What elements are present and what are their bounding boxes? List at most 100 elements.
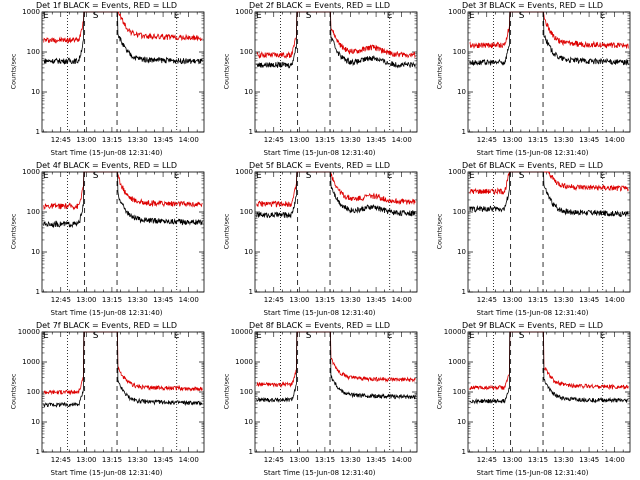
event-rate-series — [256, 11, 416, 69]
panel-title: Det 7f BLACK = Events, RED = LLD — [35, 321, 178, 330]
y-tick-label: 1 — [461, 128, 466, 136]
y-tick-label: 100 — [26, 48, 40, 56]
interval-marker: E — [386, 171, 393, 181]
x-tick-label: 13:45 — [366, 456, 387, 464]
interval-marker: S — [92, 331, 99, 341]
x-tick-label: 13:45 — [366, 296, 387, 304]
x-tick-label: 13:30 — [127, 456, 148, 464]
x-tick-label: 13:30 — [340, 136, 361, 144]
x-tick-label: 13:00 — [76, 296, 97, 304]
event-rate-series — [43, 11, 203, 65]
detector-panel: 1 10 100 1000 12:45 13:00 13:15 13:30 13:45 14:00… — [0, 160, 213, 320]
event-rate-series — [469, 11, 629, 67]
y-tick-label: 100 — [239, 48, 253, 56]
y-tick-label: 1 — [248, 128, 253, 136]
x-axis-title: Start Time (15-Jun-08 12:31:40) — [50, 309, 163, 317]
y-tick-label: 1000 — [22, 8, 40, 16]
interval-marker: E — [256, 171, 262, 181]
interval-marker: E — [256, 331, 262, 341]
x-tick-label: 13:15 — [314, 296, 336, 304]
y-tick-label: 10 — [244, 248, 253, 256]
x-tick-label: 12:45 — [476, 456, 497, 464]
x-tick-label: 13:15 — [527, 136, 549, 144]
x-tick-label: 14:00 — [391, 296, 412, 304]
x-tick-label: 12:45 — [263, 296, 284, 304]
detector-panel: 1 10 100 1000 12:45 13:00 13:15 13:30 13:45 14:00… — [426, 160, 639, 320]
y-tick-label: 10000 — [230, 328, 253, 336]
plot-canvas — [41, 331, 205, 453]
x-tick-label: 14:00 — [604, 456, 625, 464]
detector-panel: 1 10 100 1000 10000 12:45 13:00 13:15 13:30 13:45… — [0, 320, 213, 480]
x-axis-title: Start Time (15-Jun-08 12:31:40) — [263, 149, 376, 157]
detector-panel: 1 10 100 1000 12:45 13:00 13:15 13:30 13:45 14:00… — [0, 0, 213, 160]
plot-canvas — [254, 171, 418, 293]
y-tick-label: 100 — [452, 388, 466, 396]
x-tick-label: 13:15 — [101, 296, 123, 304]
panel-title: Det 2f BLACK = Events, RED = LLD — [248, 1, 391, 10]
x-axis-title: Start Time (15-Jun-08 12:31:40) — [476, 309, 589, 317]
y-tick-label: 100 — [26, 388, 40, 396]
x-tick-label: 13:15 — [314, 136, 336, 144]
x-tick-label: 14:00 — [178, 136, 199, 144]
panel-title: Det 9f BLACK = Events, RED = LLD — [461, 321, 604, 330]
panel-title: Det 1f BLACK = Events, RED = LLD — [35, 1, 178, 10]
interval-marker: E — [173, 331, 180, 341]
x-tick-label: 12:45 — [476, 136, 497, 144]
plot-canvas — [467, 331, 631, 453]
y-tick-label: 1000 — [448, 168, 466, 176]
axes-frame — [41, 11, 205, 133]
interval-marker: E — [43, 171, 49, 181]
axes-frame — [467, 11, 631, 133]
x-tick-label: 14:00 — [604, 296, 625, 304]
axes-frame — [254, 331, 418, 453]
x-tick-label: 13:45 — [153, 296, 174, 304]
y-axis-title: Counts/sec — [222, 373, 231, 410]
y-tick-label: 1 — [461, 448, 466, 456]
x-tick-label: 13:00 — [76, 456, 97, 464]
plot-canvas — [254, 331, 418, 453]
x-tick-label: 13:15 — [527, 456, 549, 464]
x-tick-label: 12:45 — [476, 296, 497, 304]
y-tick-label: 10 — [244, 88, 253, 96]
detector-panel: 1 10 100 1000 12:45 13:00 13:15 13:30 13:45 14:00… — [213, 160, 426, 320]
interval-marker: E — [173, 11, 180, 21]
axes-frame — [41, 331, 205, 453]
y-tick-label: 100 — [26, 208, 40, 216]
y-tick-label: 1000 — [448, 358, 466, 366]
event-rate-series — [43, 331, 203, 408]
y-tick-label: 10000 — [17, 328, 40, 336]
y-tick-label: 10 — [244, 418, 253, 426]
x-axis-title: Start Time (15-Jun-08 12:31:40) — [50, 149, 163, 157]
y-tick-label: 1000 — [448, 8, 466, 16]
event-rate-series — [469, 171, 629, 218]
x-tick-label: 13:45 — [579, 296, 600, 304]
y-axis-title: Counts/sec — [222, 213, 231, 250]
axes-frame — [467, 331, 631, 453]
x-tick-label: 13:00 — [502, 136, 523, 144]
x-tick-label: 13:00 — [76, 136, 97, 144]
interval-marker: E — [43, 331, 49, 341]
x-tick-label: 13:00 — [289, 456, 310, 464]
x-axis-title: Start Time (15-Jun-08 12:31:40) — [476, 149, 589, 157]
x-tick-label: 13:15 — [527, 296, 549, 304]
interval-marker: E — [386, 331, 393, 341]
x-tick-label: 13:45 — [153, 136, 174, 144]
plot-canvas — [41, 171, 205, 293]
interval-marker: E — [469, 11, 475, 21]
event-rate-series — [256, 331, 416, 403]
lld-rate-series — [469, 11, 629, 49]
y-tick-label: 10 — [31, 418, 40, 426]
x-tick-label: 13:15 — [101, 456, 123, 464]
panel-title: Det 4f BLACK = Events, RED = LLD — [35, 161, 178, 170]
x-tick-label: 13:00 — [289, 136, 310, 144]
y-tick-label: 1 — [248, 288, 253, 296]
interval-marker: S — [92, 171, 99, 181]
y-tick-label: 1000 — [22, 168, 40, 176]
x-tick-label: 12:45 — [263, 456, 284, 464]
interval-marker: E — [599, 11, 606, 21]
x-axis-title: Start Time (15-Jun-08 12:31:40) — [50, 469, 163, 477]
interval-marker: E — [469, 171, 475, 181]
interval-marker: S — [518, 331, 525, 341]
x-tick-label: 13:30 — [340, 296, 361, 304]
